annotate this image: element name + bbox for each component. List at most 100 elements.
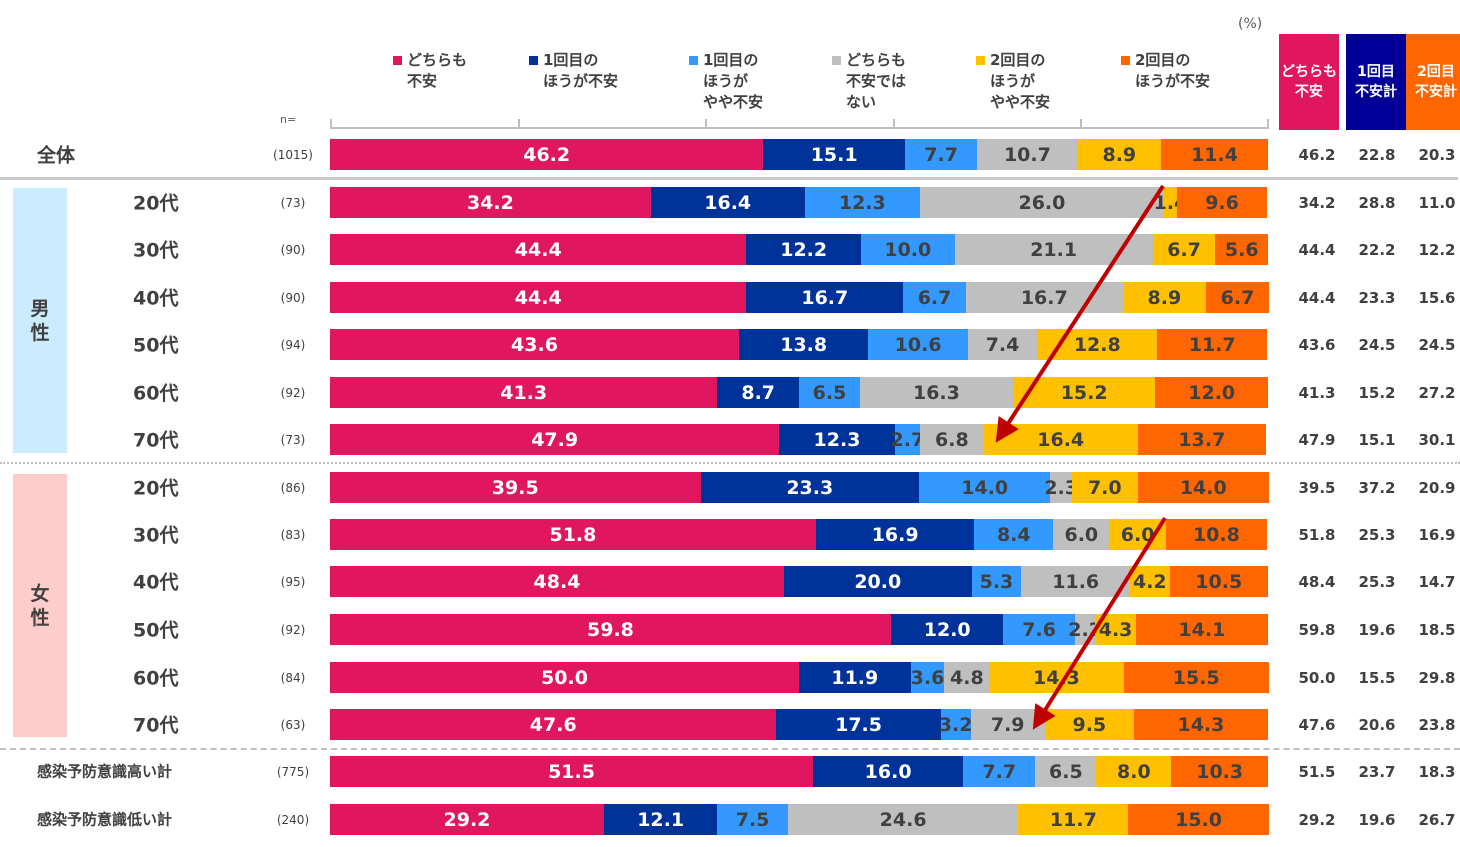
summary-value: 51.8 — [1298, 526, 1336, 544]
separator-total — [0, 177, 1458, 180]
bar-segment: 43.6 — [330, 329, 739, 360]
summary-value: 29.8 — [1418, 669, 1456, 687]
legend-swatch — [529, 56, 538, 65]
legend-label: どちらも 不安では ない — [846, 51, 907, 111]
data-label: 11.7 — [1049, 808, 1097, 831]
legend-swatch — [832, 56, 841, 65]
bar-segment: 7.6 — [1003, 614, 1075, 645]
data-label: 6.7 — [1220, 286, 1255, 309]
data-label: 26.0 — [1018, 191, 1066, 214]
summary-value: 15.1 — [1358, 431, 1396, 449]
data-label: 4.2 — [1132, 570, 1167, 593]
data-label: 10.6 — [894, 333, 942, 356]
data-label: 6.7 — [917, 286, 952, 309]
bar-segment: 7.9 — [970, 709, 1045, 740]
unit-label: (%) — [1238, 16, 1263, 32]
row-label: 20代 — [133, 192, 179, 215]
data-label: 7.5 — [735, 808, 770, 831]
bar-segment: 16.4 — [650, 187, 805, 218]
row-label: 40代 — [133, 571, 179, 594]
bar-segment: 59.8 — [330, 614, 891, 645]
bar-segment: 7.4 — [967, 329, 1038, 360]
data-label: 5.6 — [1224, 238, 1259, 261]
data-label: 8.0 — [1117, 760, 1151, 783]
bar-segment: 48.4 — [330, 566, 784, 597]
bar-segment: 44.4 — [330, 282, 747, 313]
summary-value: 20.3 — [1418, 146, 1456, 164]
bar-segment: 15.0 — [1128, 804, 1269, 835]
data-label: 16.7 — [1020, 286, 1068, 309]
data-label: 13.7 — [1178, 428, 1226, 451]
row-label: 60代 — [133, 382, 179, 405]
data-label: 34.2 — [466, 191, 514, 214]
data-label: 20.0 — [854, 570, 902, 593]
bar-segment: 21.1 — [954, 234, 1153, 265]
data-label: 7.0 — [1087, 476, 1122, 499]
bar-segment: 12.3 — [779, 424, 895, 455]
bar-segment: 8.7 — [717, 377, 799, 408]
data-label: 15.2 — [1060, 381, 1108, 404]
row-sample-size: (86) — [280, 481, 306, 495]
data-label: 11.4 — [1191, 143, 1238, 166]
row-label: 30代 — [133, 524, 179, 547]
data-label: 11.6 — [1052, 570, 1100, 593]
bar-segment: 10.8 — [1165, 519, 1268, 550]
data-label: 46.2 — [523, 143, 571, 166]
summary-value: 15.5 — [1358, 669, 1396, 687]
data-label: 16.7 — [801, 286, 849, 309]
x-axis-tick — [330, 119, 332, 129]
data-label: 14.1 — [1178, 618, 1226, 641]
legend-item: どちらも 不安では ない — [832, 50, 907, 113]
data-label: 7.7 — [982, 760, 1017, 783]
bar-segment: 23.3 — [700, 472, 920, 503]
summary-value: 11.0 — [1418, 194, 1456, 212]
legend-label: 1回目の ほうが不安 — [543, 51, 619, 90]
data-label: 44.4 — [514, 286, 562, 309]
summary-value: 47.6 — [1298, 716, 1336, 734]
data-label: 12.3 — [813, 428, 861, 451]
bar-segment: 6.5 — [1035, 756, 1097, 787]
summary-header: 1回目 不安計 — [1346, 34, 1406, 130]
data-label: 8.9 — [1147, 286, 1182, 309]
summary-value: 37.2 — [1358, 479, 1396, 497]
bar-segment: 6.0 — [1109, 519, 1166, 550]
summary-value: 15.6 — [1418, 289, 1456, 307]
data-label: 6.0 — [1064, 523, 1099, 546]
bar-segment: 16.0 — [813, 756, 964, 787]
row-sample-size: (83) — [280, 528, 306, 542]
bar-segment: 16.9 — [815, 519, 975, 550]
bar-segment: 39.5 — [330, 472, 701, 503]
bar-segment: 34.2 — [330, 187, 651, 218]
row-sample-size: (84) — [280, 671, 306, 685]
summary-value: 12.2 — [1418, 241, 1456, 259]
x-axis-tick — [1080, 119, 1083, 129]
row-sample-size: (1015) — [273, 148, 313, 162]
bar-segment: 12.1 — [603, 804, 718, 835]
bar-segment: 16.7 — [746, 282, 904, 313]
summary-value: 19.6 — [1358, 621, 1396, 639]
x-axis-tick — [517, 119, 520, 129]
row-label: 70代 — [133, 714, 179, 737]
row-sample-size: (73) — [280, 433, 306, 447]
data-label: 48.4 — [533, 570, 581, 593]
summary-value: 44.4 — [1298, 289, 1336, 307]
data-label: 16.3 — [912, 381, 960, 404]
data-label: 8.9 — [1102, 143, 1137, 166]
data-label: 47.9 — [531, 428, 579, 451]
data-label: 51.5 — [548, 760, 595, 783]
bar-segment: 16.3 — [859, 377, 1013, 408]
bar-segment: 8.9 — [1122, 282, 1207, 313]
summary-value: 20.6 — [1358, 716, 1396, 734]
bar-segment: 11.6 — [1021, 566, 1131, 597]
bar-segment: 6.0 — [1053, 519, 1110, 550]
data-label: 12.8 — [1073, 333, 1121, 356]
data-label: 3.2 — [938, 713, 973, 736]
bar-segment: 50.0 — [330, 662, 799, 693]
data-label: 8.4 — [996, 523, 1031, 546]
legend-swatch — [689, 56, 698, 65]
summary-value: 20.9 — [1418, 479, 1456, 497]
summary-value: 25.3 — [1358, 573, 1396, 591]
data-label: 39.5 — [491, 476, 539, 499]
summary-value: 26.7 — [1418, 811, 1456, 829]
summary-value: 50.0 — [1298, 669, 1336, 687]
